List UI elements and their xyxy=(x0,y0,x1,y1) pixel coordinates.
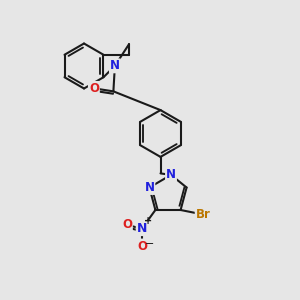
Text: N: N xyxy=(110,59,120,72)
Text: +: + xyxy=(144,216,153,226)
Text: N: N xyxy=(166,168,176,182)
Text: Br: Br xyxy=(196,208,211,221)
Text: N: N xyxy=(137,222,147,235)
Text: N: N xyxy=(144,181,154,194)
Text: O: O xyxy=(122,218,132,232)
Text: O: O xyxy=(137,239,147,253)
Text: O: O xyxy=(89,82,99,95)
Text: −: − xyxy=(145,239,154,250)
